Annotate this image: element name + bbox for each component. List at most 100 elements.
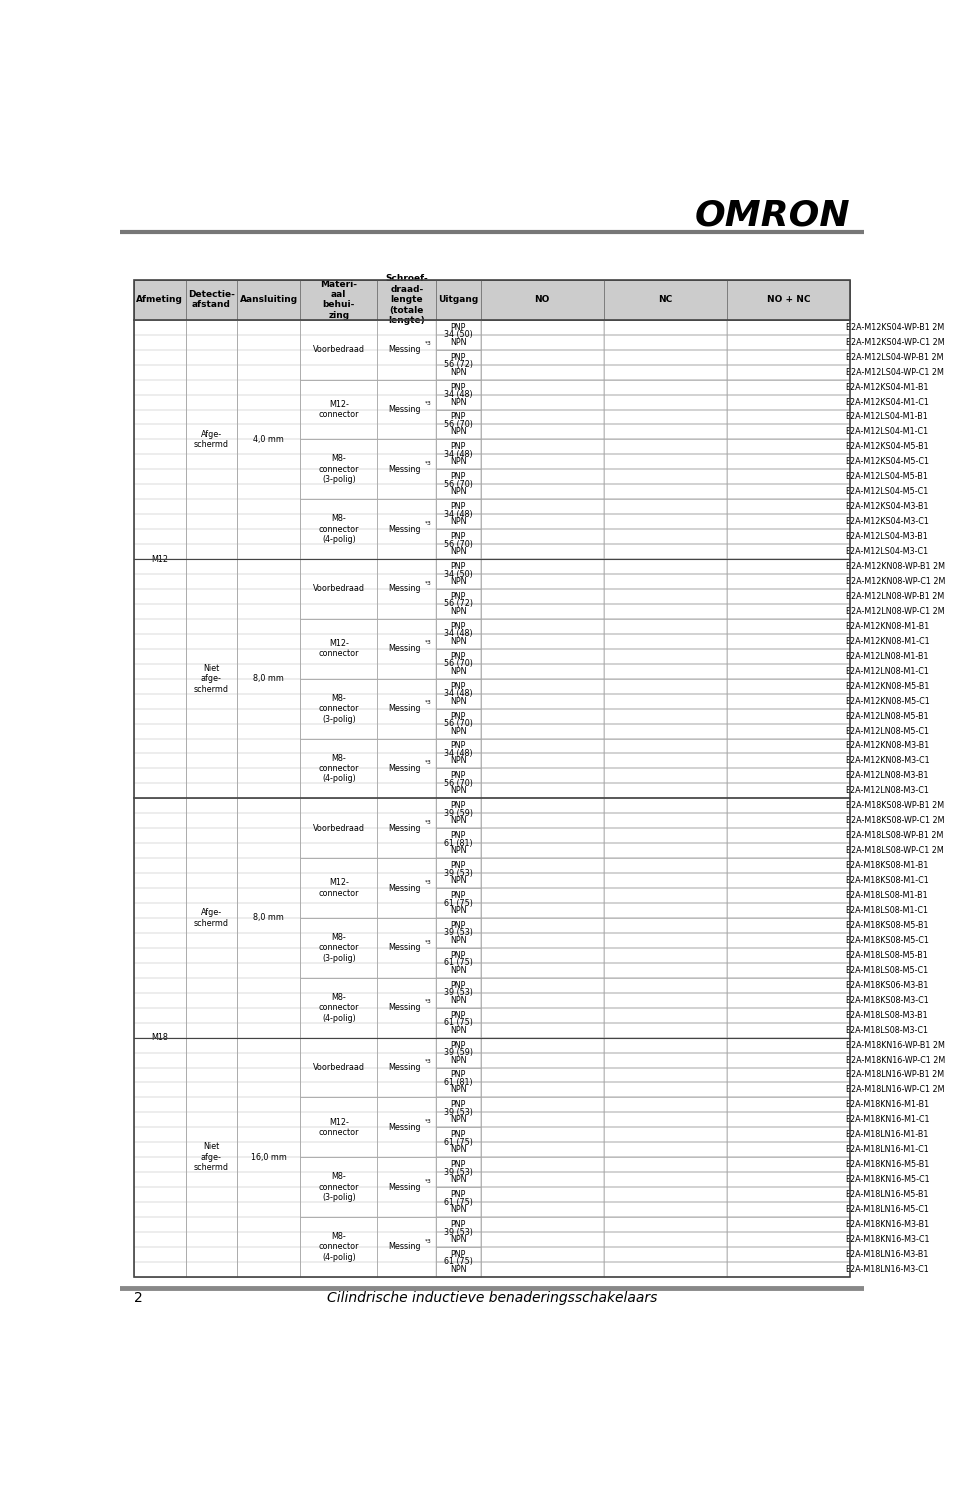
Text: *3: *3	[424, 461, 431, 466]
Text: 39 (53): 39 (53)	[444, 868, 472, 877]
Bar	[727, 1157, 850, 1172]
Text: E2A-M12LS04-M3-B1: E2A-M12LS04-M3-B1	[846, 531, 928, 540]
Bar	[134, 903, 850, 918]
Bar	[134, 1067, 850, 1082]
Text: E2A-M18LS08-WP-C1 2M: E2A-M18LS08-WP-C1 2M	[846, 846, 944, 855]
Bar	[134, 873, 850, 888]
Bar	[436, 768, 481, 783]
Bar	[604, 948, 727, 963]
Bar	[727, 1112, 850, 1127]
Bar	[134, 440, 850, 455]
Bar	[300, 678, 377, 738]
Bar	[436, 1172, 481, 1187]
Bar	[436, 410, 481, 440]
Bar	[727, 1247, 850, 1262]
Bar	[436, 499, 481, 528]
Bar	[436, 528, 481, 558]
Bar	[604, 425, 727, 440]
Bar	[727, 798, 850, 813]
Bar	[377, 1097, 436, 1157]
Bar	[377, 380, 436, 440]
Text: E2A-M18KN16-M1-C1: E2A-M18KN16-M1-C1	[846, 1115, 930, 1124]
Bar	[604, 1172, 727, 1187]
Bar	[604, 1127, 727, 1142]
Text: M12-
connector: M12- connector	[319, 400, 359, 419]
Bar	[727, 723, 850, 738]
Bar	[436, 738, 481, 753]
Text: 34 (48): 34 (48)	[444, 748, 472, 757]
Bar	[436, 618, 481, 648]
Bar	[134, 280, 850, 1277]
Bar	[436, 843, 481, 858]
Bar	[436, 470, 481, 499]
Bar	[481, 1217, 604, 1232]
Bar	[604, 798, 727, 813]
Bar	[436, 1127, 481, 1142]
Bar	[481, 1232, 604, 1247]
Bar	[604, 1157, 727, 1172]
Bar	[134, 280, 185, 320]
Text: M12-
connector: M12- connector	[319, 639, 359, 659]
Bar	[436, 485, 481, 499]
Text: *3: *3	[424, 1000, 431, 1004]
Bar	[727, 813, 850, 828]
Text: 16,0 mm: 16,0 mm	[251, 1153, 286, 1162]
Bar	[436, 648, 481, 678]
Bar	[377, 440, 436, 499]
Text: 4,0 mm: 4,0 mm	[253, 436, 284, 445]
Text: PNP: PNP	[450, 621, 466, 630]
Bar	[727, 1022, 850, 1037]
Bar	[727, 948, 850, 963]
Bar	[134, 410, 850, 425]
Bar	[134, 888, 850, 903]
Text: M12-
connector: M12- connector	[319, 879, 359, 898]
Bar	[134, 828, 850, 843]
Bar	[727, 543, 850, 558]
Text: PNP: PNP	[450, 861, 466, 870]
Bar	[727, 280, 850, 320]
Bar	[604, 1112, 727, 1127]
Bar	[604, 963, 727, 978]
Text: M8-
connector
(4-polig): M8- connector (4-polig)	[319, 993, 359, 1022]
Bar	[436, 813, 481, 828]
Bar	[604, 485, 727, 499]
Bar	[134, 513, 850, 528]
Text: E2A-M18LS08-WP-B1 2M: E2A-M18LS08-WP-B1 2M	[846, 831, 943, 840]
Bar	[481, 1112, 604, 1127]
Text: E2A-M18KS08-M1-C1: E2A-M18KS08-M1-C1	[846, 876, 929, 885]
Bar	[481, 1202, 604, 1217]
Bar	[436, 573, 481, 588]
Bar	[436, 440, 481, 455]
Bar	[604, 648, 727, 663]
Bar	[436, 708, 481, 738]
Bar	[436, 513, 481, 528]
Text: Afge-
schermd: Afge- schermd	[194, 909, 228, 928]
Bar	[727, 455, 850, 470]
Bar	[134, 350, 850, 365]
Bar	[727, 1067, 850, 1082]
Bar	[727, 978, 850, 993]
Text: PNP: PNP	[450, 531, 466, 540]
Bar	[481, 513, 604, 528]
Bar	[436, 335, 481, 350]
Text: *3: *3	[424, 641, 431, 645]
Bar	[436, 918, 481, 933]
Bar	[481, 1172, 604, 1187]
Text: PNP: PNP	[450, 651, 466, 660]
Text: E2A-M18KS08-M5-C1: E2A-M18KS08-M5-C1	[846, 936, 929, 945]
Bar	[481, 903, 604, 918]
Bar	[436, 1127, 481, 1157]
Bar	[436, 380, 481, 410]
Bar	[436, 1247, 481, 1277]
Bar	[604, 588, 727, 603]
Text: E2A-M18KN16-M1-B1: E2A-M18KN16-M1-B1	[846, 1100, 930, 1109]
Bar	[604, 470, 727, 485]
Bar	[481, 1127, 604, 1142]
Bar	[481, 573, 604, 588]
Bar	[134, 320, 185, 798]
Bar	[300, 1037, 377, 1097]
Bar	[300, 558, 377, 618]
Text: 39 (53): 39 (53)	[444, 1108, 472, 1117]
Bar	[604, 1247, 727, 1262]
Text: NPN: NPN	[450, 606, 467, 615]
